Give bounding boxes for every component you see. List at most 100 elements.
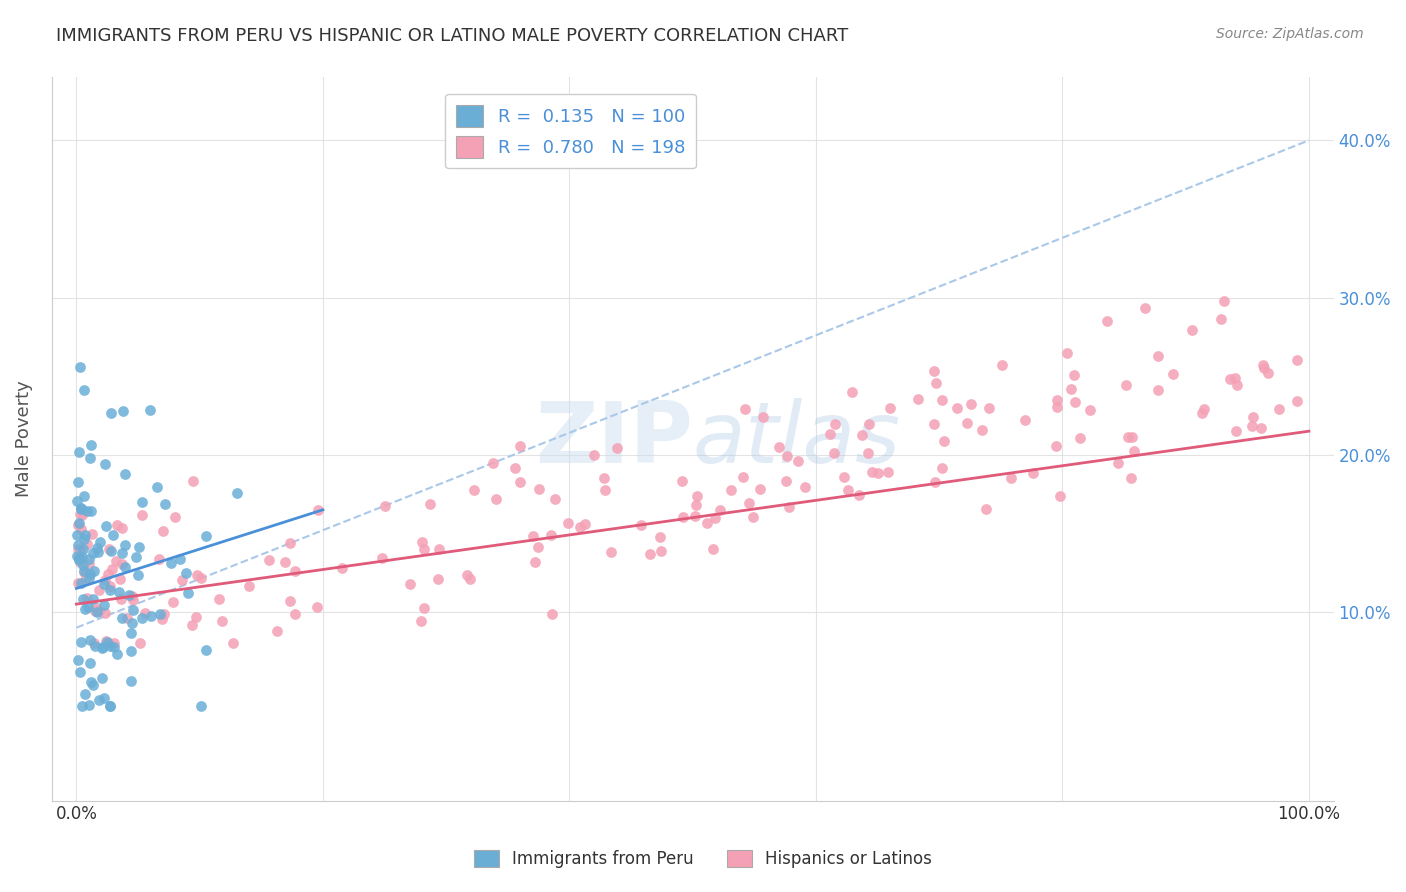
Point <box>98 699 121 714</box>
Point <box>824 417 846 431</box>
Point <box>1022 466 1045 480</box>
Point <box>170 573 193 587</box>
Point <box>194 529 217 543</box>
Point <box>946 401 969 415</box>
Point <box>974 501 997 516</box>
Point <box>115 611 138 625</box>
Point <box>503 460 526 475</box>
Point <box>640 547 662 561</box>
Point <box>176 566 198 581</box>
Point <box>131 508 153 522</box>
Point <box>77 572 100 586</box>
Point <box>1107 456 1129 470</box>
Point <box>709 503 731 517</box>
Point <box>482 456 505 470</box>
Point <box>427 541 450 556</box>
Point <box>374 500 396 514</box>
Point <box>98 636 121 650</box>
Point <box>671 474 693 488</box>
Point <box>1147 349 1170 363</box>
Point <box>73 687 96 701</box>
Point <box>90 640 112 655</box>
Point <box>427 572 450 586</box>
Point <box>152 524 174 539</box>
Point <box>87 603 110 617</box>
Point <box>1253 361 1275 376</box>
Point <box>1000 470 1022 484</box>
Point <box>851 428 873 442</box>
Point <box>72 566 94 580</box>
Point <box>76 537 98 551</box>
Point <box>458 572 481 586</box>
Point <box>225 486 247 500</box>
Point <box>1181 323 1204 337</box>
Point <box>630 517 652 532</box>
Point <box>73 564 96 578</box>
Point <box>485 492 508 507</box>
Point <box>860 465 883 479</box>
Point <box>94 607 117 621</box>
Point <box>82 546 104 560</box>
Point <box>778 500 800 514</box>
Point <box>979 401 1001 416</box>
Point <box>111 404 134 418</box>
Point <box>77 698 100 713</box>
Point <box>67 516 90 531</box>
Point <box>696 516 718 530</box>
Point <box>153 607 176 621</box>
Point <box>93 599 115 613</box>
Point <box>118 588 141 602</box>
Point <box>858 446 880 460</box>
Point <box>509 475 531 489</box>
Point <box>131 611 153 625</box>
Point <box>990 358 1012 372</box>
Point <box>768 440 790 454</box>
Point <box>93 574 115 588</box>
Point <box>866 466 889 480</box>
Point <box>307 600 329 615</box>
Point <box>734 402 756 417</box>
Point <box>89 535 111 549</box>
Text: Source: ZipAtlas.com: Source: ZipAtlas.com <box>1216 27 1364 41</box>
Point <box>83 639 105 653</box>
Point <box>127 568 149 582</box>
Point <box>411 535 433 549</box>
Point <box>67 445 90 459</box>
Point <box>108 573 131 587</box>
Point <box>80 438 103 452</box>
Point <box>163 510 186 524</box>
Point <box>371 550 394 565</box>
Point <box>66 549 89 564</box>
Point <box>76 504 98 518</box>
Point <box>134 606 156 620</box>
Point <box>1060 382 1083 396</box>
Point <box>1064 395 1087 409</box>
Point <box>96 634 118 648</box>
Point <box>257 553 280 567</box>
Point <box>162 595 184 609</box>
Point <box>413 541 436 556</box>
Point <box>73 489 96 503</box>
Point <box>879 401 901 415</box>
Point <box>924 376 946 390</box>
Point <box>67 541 90 556</box>
Point <box>98 583 121 598</box>
Point <box>1219 372 1241 386</box>
Point <box>685 489 707 503</box>
Point <box>73 383 96 397</box>
Point <box>704 511 727 525</box>
Point <box>70 501 93 516</box>
Point <box>139 403 162 417</box>
Point <box>76 591 98 606</box>
Point <box>1056 345 1078 359</box>
Point <box>146 480 169 494</box>
Point <box>148 552 170 566</box>
Point <box>75 571 97 585</box>
Point <box>86 541 108 556</box>
Point <box>284 607 307 621</box>
Point <box>70 699 93 714</box>
Point <box>606 441 628 455</box>
Point <box>79 656 101 670</box>
Point <box>1241 409 1264 424</box>
Point <box>238 579 260 593</box>
